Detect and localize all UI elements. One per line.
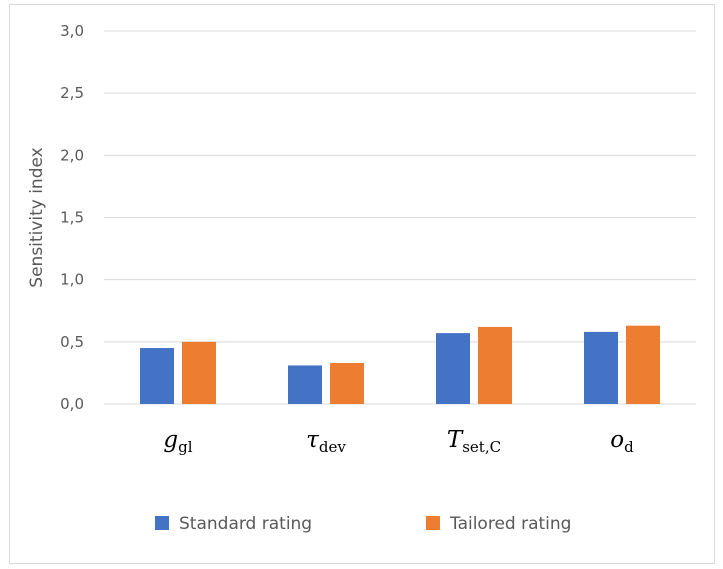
y-tick-label: 2,0 — [60, 146, 84, 164]
x-tick-label: od — [610, 427, 634, 456]
x-tick-label-main: T — [447, 427, 464, 453]
bar — [436, 333, 470, 404]
legend-label: Standard rating — [179, 514, 312, 534]
legend-label: Tailored rating — [449, 514, 571, 534]
x-tick-label-subscript: set,C — [462, 438, 501, 456]
chart-frame — [9, 4, 715, 564]
y-tick-label: 1,0 — [60, 271, 84, 289]
bar — [626, 325, 660, 404]
y-tick-label: 0,5 — [60, 333, 84, 351]
bar — [288, 365, 322, 404]
x-tick-label-main: τ — [306, 427, 320, 453]
legend: Standard rating Tailored rating — [155, 514, 571, 534]
x-tick-label: Tset,C — [447, 427, 501, 456]
legend-swatch — [155, 516, 169, 530]
x-tick-label-subscript: d — [624, 438, 634, 456]
x-tick-label-subscript: dev — [319, 438, 346, 456]
y-tick-label: 1,5 — [60, 209, 84, 227]
x-tick-label-main: o — [610, 427, 624, 453]
bar — [140, 348, 174, 404]
x-tick-labels: ggl τdev Tset,C od — [163, 427, 634, 456]
y-axis-title: Sensitivity index — [27, 147, 47, 287]
bar — [584, 331, 618, 404]
x-tick-label-main: g — [163, 427, 178, 453]
y-tick-label: 2,5 — [60, 84, 84, 102]
legend-swatch — [426, 516, 440, 530]
y-tick-label: 0,0 — [60, 395, 84, 413]
bars — [140, 325, 660, 404]
bar — [330, 362, 364, 404]
x-tick-label: ggl — [163, 427, 192, 456]
y-tick-labels: 0,0 0,5 1,0 1,5 2,0 2,5 3,0 — [60, 22, 84, 413]
x-tick-label: τdev — [306, 427, 346, 456]
bar — [478, 326, 512, 404]
bar — [182, 341, 216, 404]
x-tick-label-subscript: gl — [178, 438, 193, 456]
y-tick-label: 3,0 — [60, 22, 84, 40]
